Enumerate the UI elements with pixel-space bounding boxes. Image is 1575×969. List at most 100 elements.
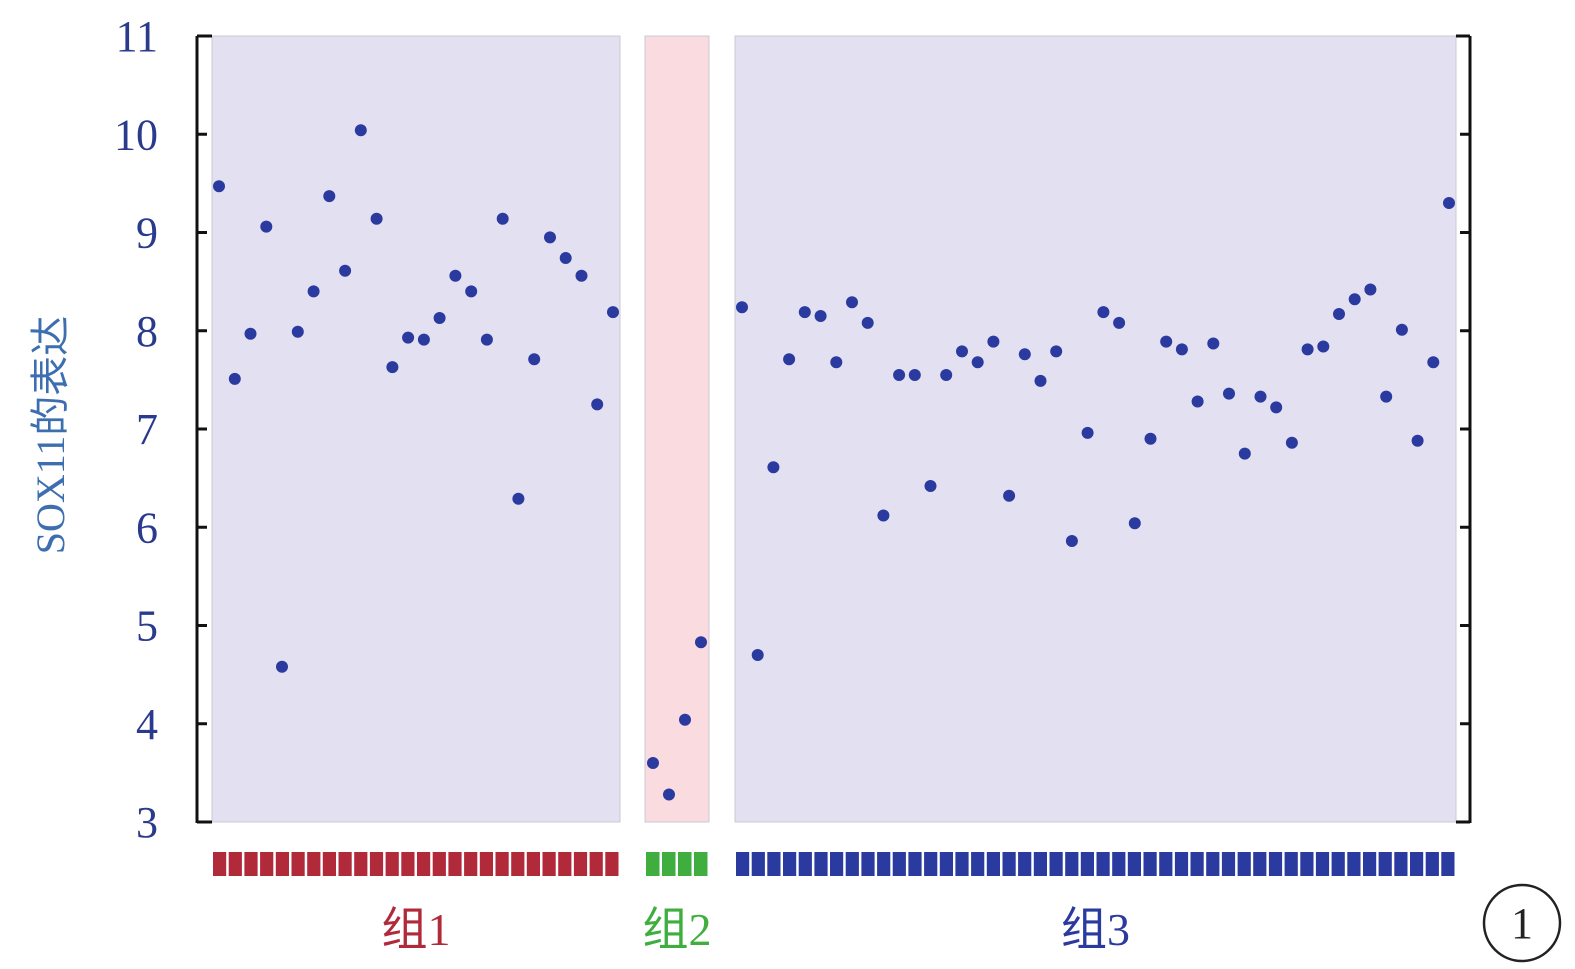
data-point-group3 [783,353,796,366]
data-point-group1 [386,361,399,374]
group-bar-cell-1 [573,852,588,876]
data-points [213,124,1455,801]
group-bar-cell-3 [1143,852,1157,876]
data-point-group3 [940,369,953,381]
group-bar-cell-1 [511,852,525,876]
group-bar-cell-1 [307,852,321,876]
y-tick-label: 3 [136,798,158,847]
group-bar-cell-1 [354,852,368,876]
y-tick-label: 5 [136,602,158,651]
y-tick-label: 8 [136,307,158,356]
group-color-bars [213,852,1455,876]
data-point-group2 [695,636,707,649]
data-point-group3 [1411,434,1424,447]
data-point-group3 [877,509,890,522]
group-bar-cell-1 [244,852,258,876]
group-bar-cell-3 [971,852,985,876]
y-tick-label: 9 [136,209,158,258]
data-point-group3 [1254,390,1267,403]
group-bar-cell-3 [1300,852,1314,876]
group-bar-cell-3 [986,852,1000,876]
data-point-group3 [736,301,748,314]
group-label-3: 组3 [1061,904,1130,955]
group-bar-cell-1 [526,852,540,876]
group-bar-cell-1 [417,852,431,876]
data-point-group1 [575,269,588,282]
axes: 3 4 5 6 7 8 9 10 11 [114,12,1472,847]
data-point-group3 [1301,343,1314,356]
data-point-group3 [987,335,1000,348]
data-point-group3 [1128,517,1141,530]
data-point-group3 [830,356,843,369]
data-point-group3 [1191,395,1204,408]
group-bar-cell-1 [401,852,415,876]
data-point-group3 [1207,337,1220,350]
data-point-group3 [893,369,906,381]
data-point-group1 [496,212,509,225]
group-bar-cell-1 [495,852,509,876]
data-point-group3 [1050,345,1063,358]
data-point-group3 [861,316,874,329]
group-bar-cell-3 [1002,852,1016,876]
data-point-group1 [307,285,320,298]
group-bar-cell-3 [1331,852,1345,876]
group-bar-cell-1 [448,852,462,876]
data-point-group3 [1427,356,1440,369]
data-point-group3 [1175,343,1188,356]
group-label-2: 组2 [643,904,712,955]
group-labels: 组1 组2 组3 [382,904,1131,955]
group-bar-cell-1 [464,852,478,876]
group-bar-cell-3 [939,852,953,876]
panel-2 [644,35,710,823]
figure-number-badge: 1 [1482,883,1562,963]
data-point-group1 [323,190,336,203]
group-panels [211,35,1457,823]
group-bar-cell-2 [646,852,660,876]
data-point-group1 [291,325,304,338]
data-point-group3 [1364,283,1377,296]
group-bar-cell-3 [1112,852,1126,876]
data-point-group1 [276,660,288,673]
data-point-group3 [1380,390,1393,403]
group-bar-cell-3 [1065,852,1079,876]
group-bar-cell-1 [213,852,227,876]
group-bar-cell-1 [338,852,352,876]
panel-3 [734,35,1457,823]
data-point-group1 [402,331,415,344]
figure-number: 1 [1511,899,1533,948]
group-bar-cell-3 [1347,852,1361,876]
group-bar-cell-3 [767,852,781,876]
data-point-group1 [370,212,383,225]
group-bar-cell-1 [369,852,384,876]
y-tick-label: 4 [136,700,158,749]
group-bar-cell-3 [1127,852,1141,876]
group-bar-cell-3 [1033,852,1047,876]
group-bar-cell-1 [542,852,556,876]
data-point-group1 [213,180,225,193]
data-point-group3 [814,310,827,322]
data-point-group3 [956,345,968,358]
group-bar-cell-3 [1174,852,1189,876]
data-point-group1 [559,252,572,264]
data-point-group3 [971,356,984,369]
group-bar-cell-3 [1206,852,1220,876]
y-tick-label: 10 [114,110,158,159]
data-point-group3 [1285,436,1298,449]
data-point-group3 [1395,323,1408,336]
group-bar-cell-1 [291,852,305,876]
data-point-group3 [1270,401,1283,414]
group-bar-cell-3 [814,852,828,876]
group-bar-cell-3 [736,852,750,876]
group-bar-cell-3 [1221,852,1236,876]
group-bar-cell-3 [1268,852,1283,876]
group-bar-cell-1 [322,852,336,876]
group-bar-cell-3 [908,852,922,876]
group-bar-cell-3 [1018,852,1032,876]
y-axis-label: SOX11的表达 [28,316,73,555]
panel-1 [211,35,621,823]
group-bar-cell-3 [1253,852,1267,876]
data-point-group3 [1003,489,1016,502]
group-bar-cell-1 [275,852,289,876]
group-bar-cell-3 [1441,852,1455,876]
data-point-group1 [354,124,367,137]
